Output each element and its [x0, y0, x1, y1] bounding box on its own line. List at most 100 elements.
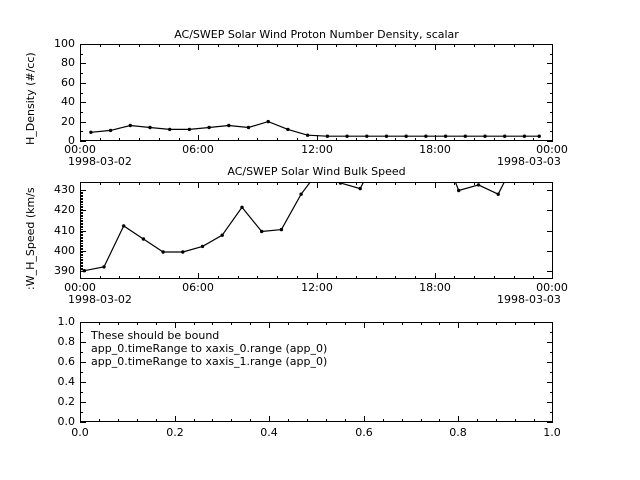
axis-tick — [80, 372, 83, 373]
axis-tick — [269, 322, 270, 328]
bound-annotation: These should be bound app_0.timeRange to… — [91, 329, 327, 368]
series-point — [148, 125, 152, 130]
axis-tick — [550, 54, 553, 55]
axis-tick — [364, 322, 365, 328]
axis-tick — [550, 392, 553, 393]
axis-tick — [80, 260, 83, 261]
axis-tick — [80, 122, 86, 123]
series-point — [141, 237, 146, 241]
axis-tick — [80, 416, 81, 422]
axis-tick — [100, 182, 101, 185]
axis-tick — [100, 44, 101, 47]
series-point — [240, 205, 244, 209]
axis-tick — [474, 138, 475, 141]
axis-tick — [80, 83, 86, 84]
axis-tick — [118, 419, 119, 422]
axis-tick — [80, 218, 83, 219]
speed-data-series — [82, 183, 505, 273]
note-plot-area[interactable]: These should be bound app_0.timeRange to… — [80, 322, 553, 422]
axis-tick — [547, 190, 553, 191]
axis-tick — [80, 235, 83, 236]
axis-tick — [179, 44, 180, 47]
axis-tick — [547, 422, 553, 423]
y-tick-label: 0 — [68, 134, 75, 147]
y-tick-label: 410 — [54, 224, 75, 237]
axis-tick — [80, 241, 83, 242]
axis-tick — [175, 416, 176, 422]
axis-tick — [326, 419, 327, 422]
series-point — [89, 130, 93, 134]
axis-tick — [80, 199, 83, 200]
axis-tick — [156, 419, 157, 422]
y-tick-label: 80 — [61, 56, 75, 69]
axis-tick — [547, 382, 553, 383]
series-point — [108, 128, 113, 133]
axis-tick — [515, 419, 516, 422]
density-plot-area[interactable] — [80, 44, 553, 141]
axis-tick — [257, 276, 258, 279]
x-tick-label: 0.2 — [166, 426, 184, 439]
axis-tick — [80, 135, 81, 141]
axis-tick — [496, 419, 497, 422]
series-point — [122, 224, 126, 228]
series-point — [102, 265, 106, 269]
axis-tick — [80, 268, 83, 269]
axis-tick — [80, 322, 81, 328]
axis-tick — [547, 102, 553, 103]
x-tick-label: 00:00 — [536, 143, 568, 156]
axis-tick — [80, 182, 81, 188]
axis-tick — [80, 402, 86, 403]
axis-tick — [80, 215, 83, 216]
y-tick-label: 0.0 — [57, 415, 76, 428]
axis-tick — [496, 322, 497, 325]
axis-tick — [80, 238, 83, 239]
axis-tick — [80, 259, 83, 260]
axis-tick — [80, 221, 83, 222]
axis-tick — [80, 102, 86, 103]
axis-tick — [80, 112, 83, 113]
density-x-date-right: 1998-03-03 — [497, 155, 561, 168]
axis-tick — [474, 276, 475, 279]
series-point — [496, 192, 500, 196]
axis-tick — [326, 322, 327, 325]
axis-tick — [118, 322, 119, 325]
x-tick-label: 0.6 — [355, 426, 373, 439]
axis-tick — [179, 276, 180, 279]
speed-plot-area[interactable] — [80, 182, 553, 279]
axis-tick — [137, 322, 138, 325]
y-tick-label: 20 — [61, 115, 75, 128]
axis-tick — [80, 251, 86, 252]
axis-tick — [194, 322, 195, 325]
y-tick-label: 400 — [54, 244, 75, 257]
axis-tick — [547, 322, 553, 323]
x-tick-label: 06:00 — [182, 281, 214, 294]
axis-tick — [80, 422, 86, 423]
axis-tick — [435, 44, 436, 50]
axis-tick — [80, 227, 83, 228]
axis-tick — [80, 226, 83, 227]
axis-tick — [194, 419, 195, 422]
axis-tick — [477, 419, 478, 422]
y-tick-label: 0.8 — [57, 335, 76, 348]
y-tick-label: 1.0 — [57, 315, 76, 328]
axis-tick — [119, 276, 120, 279]
axis-tick — [80, 207, 83, 208]
axis-tick — [494, 44, 495, 47]
axis-tick — [80, 210, 86, 211]
axis-tick — [80, 54, 83, 55]
y-tick-label: 0.2 — [57, 395, 76, 408]
axis-tick — [435, 273, 436, 279]
axis-tick — [80, 237, 83, 238]
axis-tick — [547, 63, 553, 64]
axis-tick — [119, 138, 120, 141]
axis-tick — [257, 44, 258, 47]
axis-tick — [474, 182, 475, 185]
axis-tick — [415, 182, 416, 185]
axis-tick — [198, 182, 199, 188]
x-tick-label: 00:00 — [64, 281, 96, 294]
axis-tick — [231, 322, 232, 325]
axis-tick — [80, 257, 83, 258]
series-point — [128, 123, 132, 128]
series-point — [503, 134, 507, 138]
axis-tick — [80, 209, 83, 210]
